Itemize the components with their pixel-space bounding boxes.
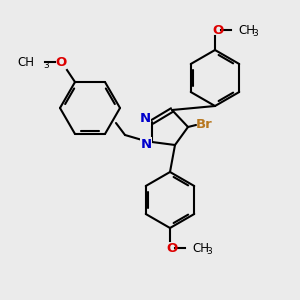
Text: O: O [56,56,67,68]
Text: 3: 3 [252,28,258,38]
Text: O: O [212,23,224,37]
Text: CH: CH [238,23,255,37]
Text: O: O [167,242,178,254]
Text: N: N [140,139,152,152]
Text: N: N [140,137,152,151]
Text: CH: CH [192,242,209,254]
Text: N: N [140,112,151,125]
Text: 3: 3 [206,247,212,256]
Text: Br: Br [196,118,212,130]
Text: N: N [140,112,151,125]
Text: CH: CH [17,56,34,68]
Text: 3: 3 [43,61,49,70]
